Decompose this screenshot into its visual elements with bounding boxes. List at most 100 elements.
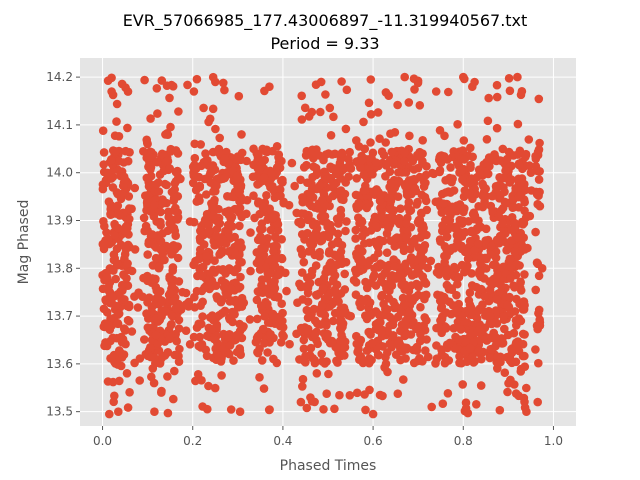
data-point [220,173,230,183]
data-point [142,173,152,183]
data-point [133,303,143,312]
data-point [307,266,317,276]
data-point [396,355,405,365]
data-point [448,204,457,213]
data-point [230,297,239,307]
data-point [219,78,228,88]
data-point [517,87,527,96]
data-point [441,266,451,276]
data-point [311,163,321,173]
data-point [173,253,183,263]
data-point [387,280,396,289]
data-point [427,402,437,412]
data-point [510,247,519,257]
data-point [221,239,231,248]
data-point [144,239,153,249]
data-point [373,108,383,117]
data-point [156,245,166,254]
chart-subtitle: Period = 9.33 [270,34,379,53]
data-point [510,218,519,228]
data-point [333,252,342,261]
data-point [110,131,120,140]
data-point [384,294,394,303]
data-point [271,254,281,264]
data-point [270,261,280,271]
data-point [329,183,338,193]
data-point [259,384,269,393]
data-point [196,301,205,311]
data-point [478,300,487,309]
data-point [261,147,271,156]
data-point [260,312,269,321]
data-point [482,157,492,167]
data-point [367,338,377,348]
data-point [274,150,284,159]
data-point [300,356,309,365]
data-point [421,196,431,206]
data-point [394,168,403,177]
data-point [431,87,441,96]
data-point [387,213,397,222]
data-point [500,197,510,207]
data-point [210,195,219,205]
data-point [135,376,144,385]
data-point [170,205,179,215]
data-point [112,244,122,254]
data-point [339,308,348,318]
data-point [193,370,203,379]
data-point [255,164,264,174]
data-point [297,91,307,101]
data-point [365,328,375,337]
data-point [492,92,502,102]
data-point [174,107,183,116]
data-point [99,160,108,169]
data-point [207,167,216,177]
data-point [310,330,320,339]
data-point [342,85,352,95]
data-point [504,379,513,388]
data-point [352,331,361,341]
data-point [439,199,449,208]
data-point [178,287,187,297]
data-point [454,273,464,282]
data-point [473,239,483,248]
data-point [377,147,387,156]
data-point [509,328,519,338]
data-point [399,375,408,384]
data-point [413,356,423,366]
data-point [259,173,269,182]
data-point [248,172,258,182]
data-point [325,338,335,348]
data-point [453,279,462,289]
data-point [394,176,404,186]
data-point [402,219,411,228]
data-point [308,172,317,182]
data-point [405,307,414,317]
data-point [531,154,541,164]
data-point [406,244,415,254]
data-point [287,158,297,168]
data-point [336,205,346,215]
data-point [324,369,333,379]
data-point [216,297,226,307]
data-point [531,227,540,237]
data-point [386,129,395,138]
data-point [143,275,152,284]
data-point [277,299,287,309]
data-point [401,233,411,243]
data-point [113,318,122,328]
data-point [123,123,132,133]
data-point [503,300,512,310]
data-point [209,334,219,344]
data-point [255,265,265,274]
data-point [467,227,476,237]
data-point [188,178,198,188]
data-point [120,175,130,184]
data-point [358,231,367,241]
data-point [254,331,263,340]
data-point [277,176,286,186]
data-point [199,103,208,113]
data-point [449,324,459,333]
x-tick-label: 0.8 [454,434,473,448]
data-point [202,190,211,199]
